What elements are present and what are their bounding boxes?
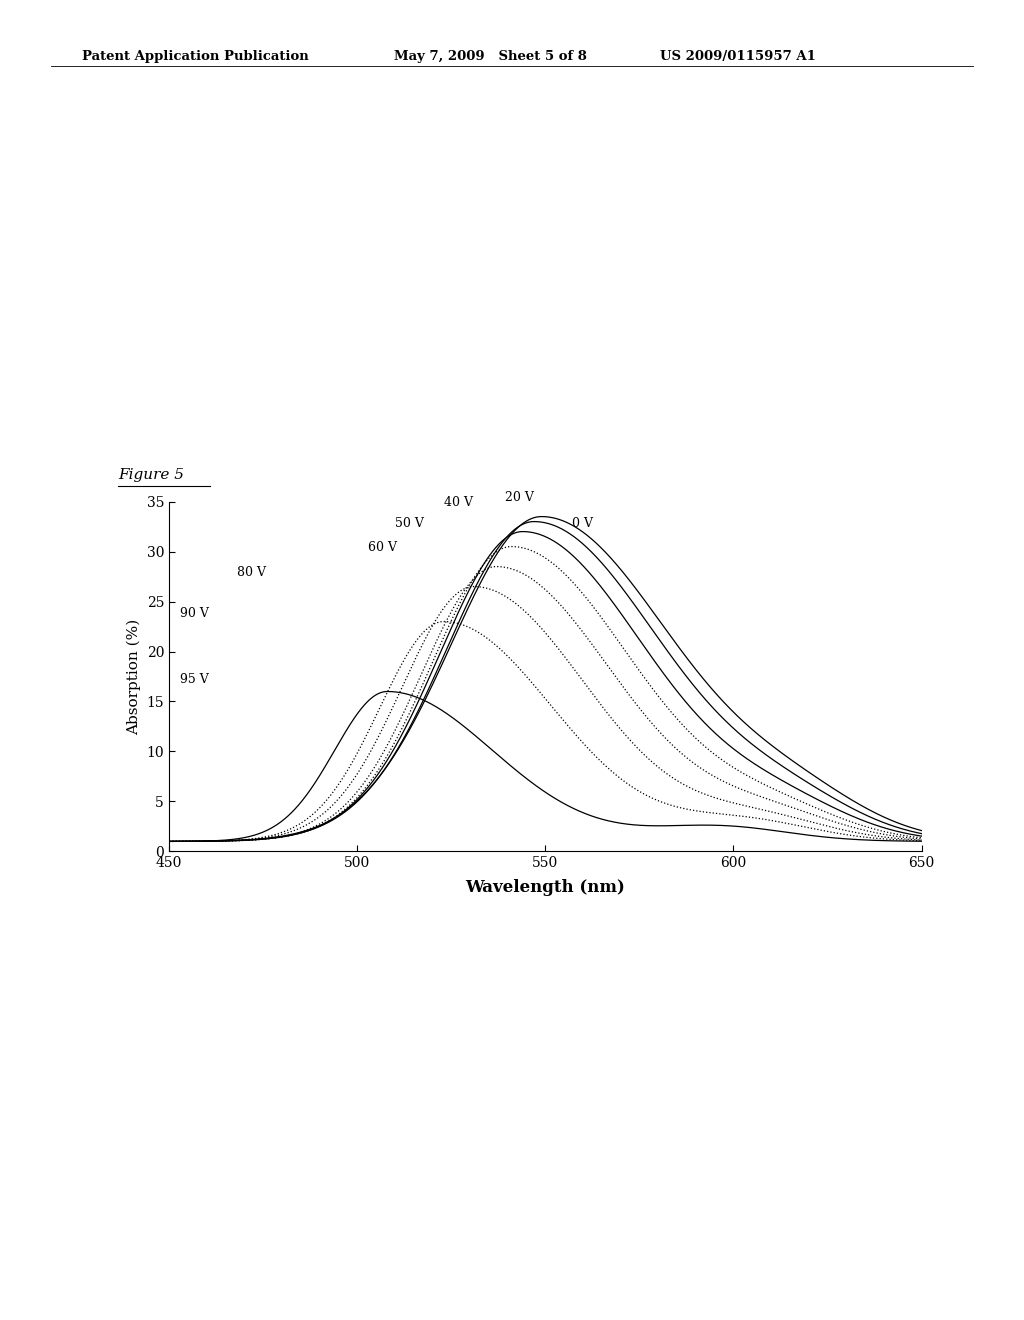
Text: May 7, 2009   Sheet 5 of 8: May 7, 2009 Sheet 5 of 8 [394,50,587,63]
Text: Figure 5: Figure 5 [118,467,183,482]
Text: 50 V: 50 V [395,516,424,529]
Y-axis label: Absorption (%): Absorption (%) [127,618,141,735]
Text: US 2009/0115957 A1: US 2009/0115957 A1 [660,50,816,63]
Text: 60 V: 60 V [369,541,397,553]
Text: 0 V: 0 V [571,517,593,531]
Text: 80 V: 80 V [237,565,265,578]
Text: 20 V: 20 V [505,491,534,504]
Text: 95 V: 95 V [180,673,209,686]
Text: 90 V: 90 V [180,606,209,619]
X-axis label: Wavelength (nm): Wavelength (nm) [465,879,626,895]
Text: Patent Application Publication: Patent Application Publication [82,50,308,63]
Text: 40 V: 40 V [444,495,473,508]
